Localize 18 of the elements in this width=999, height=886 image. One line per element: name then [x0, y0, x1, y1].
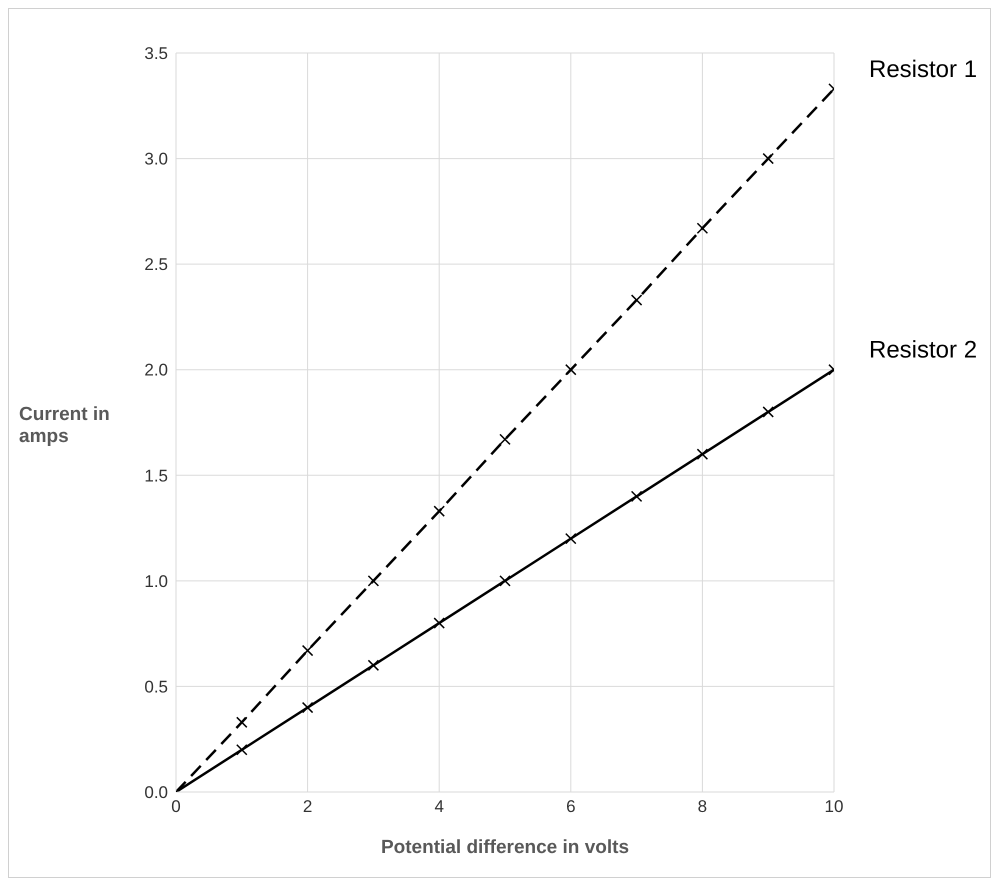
y-tick-label: 2.0	[144, 360, 168, 380]
x-tick-label: 0	[171, 797, 181, 816]
y-tick-label: 3.0	[144, 150, 168, 169]
x-tick-label: 6	[566, 797, 576, 816]
x-tick-label: 4	[434, 797, 444, 816]
x-tick-label: 10	[824, 797, 844, 816]
x-tick-label: 2	[302, 797, 312, 816]
y-tick-label: 0.0	[144, 783, 168, 802]
y-tick-label: 2.5	[144, 255, 168, 274]
y-tick-label: 3.5	[144, 44, 168, 64]
y-tick-label: 0.5	[144, 677, 168, 696]
y-axis-title: Current in amps	[19, 404, 111, 448]
series-label: Resistor 1	[869, 56, 978, 83]
x-axis-title: Potential difference in volts	[380, 837, 630, 859]
series-label: Resistor 2	[869, 336, 978, 364]
y-tick-label: 1.5	[144, 466, 168, 486]
x-tick-label: 8	[698, 797, 708, 816]
y-tick-label: 1.0	[144, 572, 168, 591]
